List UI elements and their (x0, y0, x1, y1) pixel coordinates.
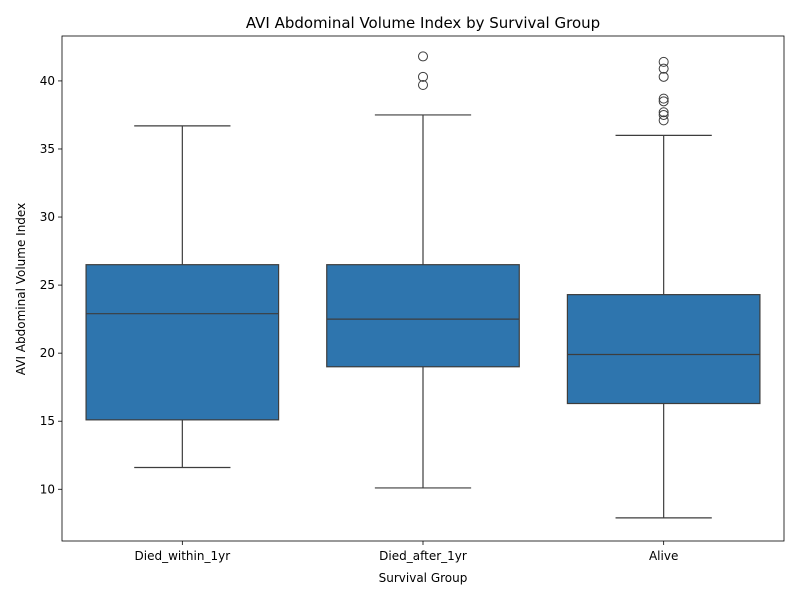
outlier-point (658, 93, 669, 104)
box-Died_after_1yr (326, 51, 520, 489)
y-tick-label: 10 (40, 482, 55, 496)
box-Alive (566, 56, 761, 519)
y-tick-label: 30 (40, 210, 55, 224)
outlier-point (418, 71, 428, 82)
iqr-box (85, 264, 280, 421)
y-tick-label: 20 (40, 346, 55, 360)
outlier-point (658, 109, 669, 120)
iqr-box (326, 264, 520, 368)
y-tick-label: 15 (40, 414, 55, 428)
x-tick-label: Died_after_1yr (379, 549, 467, 563)
boxes-layer (85, 51, 761, 519)
y-axis-label: AVI Abdominal Volume Index (14, 203, 28, 375)
outlier-point (418, 80, 428, 91)
outlier-point (658, 115, 669, 126)
outlier-point (658, 107, 669, 118)
outlier-point (658, 71, 669, 82)
outlier-point (658, 96, 669, 107)
y-tick-label: 40 (40, 74, 55, 88)
x-tick-label: Died_within_1yr (135, 549, 231, 563)
outlier-point (658, 63, 669, 74)
iqr-box (566, 294, 761, 405)
x-axis-label: Survival Group (379, 571, 468, 585)
y-tick-label: 25 (40, 278, 55, 292)
x-tick-label: Alive (649, 549, 678, 563)
y-tick-label: 35 (40, 142, 55, 156)
outlier-point (418, 51, 428, 62)
box-Died_within_1yr (85, 125, 280, 469)
x-axis: Died_within_1yr Died_after_1yr Alive (135, 541, 678, 563)
y-axis: 10 15 20 25 30 35 40 (40, 74, 62, 496)
outlier-point (658, 56, 669, 67)
chart-title: AVI Abdominal Volume Index by Survival G… (246, 14, 600, 32)
